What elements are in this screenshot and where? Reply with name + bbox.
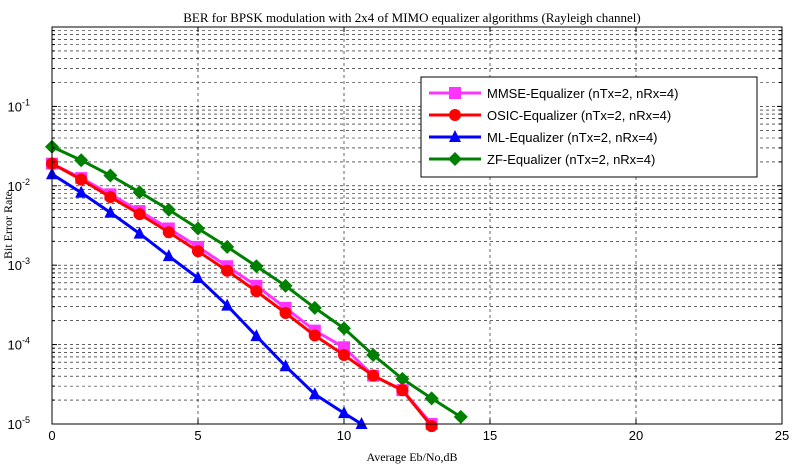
square-marker [449, 87, 461, 99]
x-tick-label: 25 [775, 428, 789, 443]
circle-marker [104, 191, 117, 204]
triangle-marker [104, 205, 117, 218]
triangle-marker [162, 249, 175, 262]
x-tick-label: 5 [194, 428, 201, 443]
diamond-marker [395, 371, 410, 386]
legend-label: ML-Equalizer (nTx=2, nRx=4) [487, 130, 658, 145]
triangle-marker [250, 329, 263, 342]
legend-item: OSIC-Equalizer (nTx=2, nRx=4) [429, 108, 671, 123]
x-tick-label: 10 [337, 428, 351, 443]
circle-marker [192, 245, 204, 258]
x-axis-label: Average Eb/No,dB [366, 450, 457, 464]
x-tick-label: 15 [483, 428, 497, 443]
plot-frame [51, 26, 783, 425]
triangle-marker [308, 387, 321, 400]
triangle-marker [133, 226, 146, 239]
diamond-marker [220, 239, 235, 254]
diamond-marker [424, 391, 439, 406]
diamond-marker [366, 347, 381, 362]
diamond-marker [448, 152, 462, 166]
circle-marker [133, 208, 146, 221]
legend-item: MMSE-Equalizer (nTx=2, nRx=4) [429, 86, 678, 101]
triangle-marker [279, 359, 292, 372]
legend-item: ZF-Equalizer (nTx=2, nRx=4) [429, 152, 655, 167]
y-tick-label: 10-1 [8, 97, 30, 114]
y-tick-label: 10-4 [8, 336, 30, 353]
x-tick-label: 20 [629, 428, 643, 443]
triangle-marker [338, 406, 350, 419]
diamond-marker [103, 168, 118, 183]
diamond-marker [307, 300, 322, 315]
circle-marker [75, 173, 88, 186]
legend-label: MMSE-Equalizer (nTx=2, nRx=4) [487, 86, 678, 101]
diamond-marker [278, 278, 293, 293]
y-axis-label: Bit Error Rate [1, 191, 15, 259]
diamond-marker [337, 321, 351, 336]
y-tick-label: 10-3 [8, 256, 30, 273]
diamond-marker [249, 259, 264, 274]
diamond-marker [161, 202, 176, 217]
circle-marker [221, 264, 234, 277]
diamond-marker [191, 221, 205, 236]
diamond-marker [132, 185, 147, 200]
diamond-marker [453, 409, 468, 424]
axis-ticks: 0 5 10 15 20 25 10-1 10-2 10-3 10-4 10-5 [8, 27, 789, 443]
circle-marker [250, 285, 263, 298]
circle-marker [449, 109, 461, 121]
circle-marker [367, 369, 380, 382]
y-tick-label: 10-2 [8, 177, 30, 194]
legend-item: ML-Equalizer (nTx=2, nRx=4) [429, 130, 658, 145]
series-group [45, 139, 468, 433]
triangle-marker [449, 130, 461, 142]
circle-marker [338, 348, 350, 361]
triangle-marker [192, 270, 204, 283]
diamond-marker [74, 153, 89, 168]
y-tick-label: 10-5 [8, 415, 30, 432]
triangle-marker [221, 298, 234, 311]
legend-label: ZF-Equalizer (nTx=2, nRx=4) [487, 152, 655, 167]
triangle-marker [355, 417, 368, 429]
legend-label: OSIC-Equalizer (nTx=2, nRx=4) [487, 108, 671, 123]
circle-marker [396, 384, 409, 397]
circle-marker [425, 420, 438, 433]
circle-marker [308, 329, 321, 342]
series-triangle [46, 167, 368, 429]
circle-marker [162, 226, 175, 239]
series-diamond [45, 139, 468, 424]
chart-title: BER for BPSK modulation with 2x4 of MIMO… [183, 10, 640, 25]
legend: MMSE-Equalizer (nTx=2, nRx=4) OSIC-Equali… [420, 76, 758, 178]
triangle-marker [75, 185, 88, 198]
x-tick-label: 0 [48, 428, 55, 443]
circle-marker [279, 307, 292, 320]
series-circle [46, 157, 438, 433]
